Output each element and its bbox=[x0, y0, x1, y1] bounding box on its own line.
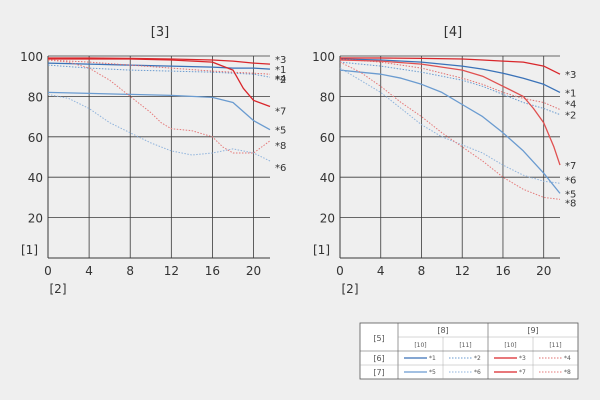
y-tick-label: 80 bbox=[320, 90, 335, 104]
series-line-s8 bbox=[47, 59, 271, 154]
x-tick-label: 16 bbox=[495, 264, 510, 278]
y-tick-label: 60 bbox=[320, 131, 335, 145]
legend-subheader: [10] bbox=[504, 342, 516, 349]
series-line-s7 bbox=[339, 59, 561, 166]
series-end-label: *2 bbox=[275, 75, 286, 86]
legend-item-label: *8 bbox=[564, 369, 571, 376]
series-end-label: *1 bbox=[275, 65, 286, 76]
y-tick-label: 100 bbox=[20, 50, 43, 64]
series-line-s4 bbox=[339, 58, 561, 110]
y-tick-label: 60 bbox=[28, 131, 43, 145]
series-end-label: *2 bbox=[565, 111, 576, 122]
legend-corner-label: [5] bbox=[373, 334, 384, 343]
series-end-label: *5 bbox=[565, 189, 576, 200]
x-tick-label: 16 bbox=[205, 264, 220, 278]
y-axis-label: [1] bbox=[21, 243, 38, 257]
y-tick-label: 20 bbox=[28, 212, 43, 226]
series-line-s4 bbox=[47, 59, 271, 75]
legend-subheader: [10] bbox=[414, 342, 426, 349]
series-line-s8 bbox=[339, 61, 561, 200]
series-line-s5 bbox=[339, 69, 561, 194]
legend-item-label: *3 bbox=[519, 355, 526, 362]
series-end-label: *1 bbox=[565, 88, 576, 99]
x-axis-label: [2] bbox=[342, 282, 359, 296]
series-end-label: *8 bbox=[565, 198, 576, 209]
x-tick-label: 20 bbox=[246, 264, 261, 278]
series-line-s3 bbox=[340, 57, 561, 75]
panel-title: [4] bbox=[444, 25, 462, 40]
x-tick-label: 12 bbox=[455, 264, 470, 278]
y-tick-label: 100 bbox=[312, 50, 335, 64]
series-line-s1 bbox=[47, 62, 271, 70]
y-tick-label: 80 bbox=[28, 90, 43, 104]
x-axis-label: [2] bbox=[50, 282, 67, 296]
legend-item-label: *2 bbox=[474, 355, 481, 362]
legend-subheader: [11] bbox=[459, 342, 471, 349]
x-tick-label: 20 bbox=[536, 264, 551, 278]
legend-item-label: *5 bbox=[429, 369, 436, 376]
legend-row-label: [7] bbox=[373, 368, 384, 377]
y-tick-label: 40 bbox=[28, 171, 43, 185]
series-line-s6 bbox=[339, 67, 561, 184]
series-end-label: *6 bbox=[565, 175, 576, 186]
series-line-s2 bbox=[339, 61, 561, 116]
legend-row-label: [6] bbox=[373, 354, 384, 363]
legend-group-header: [9] bbox=[527, 326, 538, 335]
legend-group-header: [8] bbox=[437, 326, 448, 335]
series-end-label: *8 bbox=[275, 141, 286, 152]
series-end-label: *3 bbox=[275, 55, 286, 66]
series-line-s2 bbox=[47, 64, 271, 78]
series-line-s6 bbox=[47, 93, 271, 162]
series-line-s3 bbox=[48, 57, 271, 65]
series-line-s5 bbox=[47, 91, 271, 131]
series-line-s7 bbox=[48, 58, 271, 108]
legend-item-label: *6 bbox=[474, 369, 481, 376]
y-tick-label: 40 bbox=[320, 171, 335, 185]
series-end-label: *7 bbox=[275, 107, 286, 118]
series-line-s1 bbox=[339, 58, 561, 93]
x-tick-label: 4 bbox=[85, 264, 93, 278]
series-end-label: *6 bbox=[275, 163, 286, 174]
series-end-label: *3 bbox=[565, 70, 576, 81]
legend-item-label: *7 bbox=[519, 369, 526, 376]
series-end-label: *7 bbox=[565, 161, 576, 172]
x-tick-label: 0 bbox=[336, 264, 344, 278]
chart-panel-1: [3] 20 40 60 80 100 0 4 8 12 16 20 [1] [2] *1*2 *3 *4 *5 *… bbox=[20, 25, 286, 296]
y-tick-label: 20 bbox=[320, 212, 335, 226]
x-tick-label: 8 bbox=[126, 264, 134, 278]
x-tick-label: 4 bbox=[377, 264, 385, 278]
legend-item-label: *1 bbox=[429, 355, 436, 362]
x-tick-label: 0 bbox=[44, 264, 52, 278]
panel-title: [3] bbox=[151, 25, 169, 40]
legend-table: [5] [8] [9] [10] [11] [10] [11] [6] *1 *2 *3 *4 [7] *… bbox=[359, 322, 579, 380]
legend-item-label: *4 bbox=[564, 355, 571, 362]
x-tick-label: 8 bbox=[418, 264, 426, 278]
series-end-label: *4 bbox=[275, 74, 286, 85]
series-end-label: *5 bbox=[275, 126, 286, 137]
x-tick-label: 12 bbox=[164, 264, 179, 278]
y-axis-label: [1] bbox=[313, 243, 330, 257]
legend-subheader: [11] bbox=[549, 342, 561, 349]
series-end-label: *4 bbox=[565, 100, 576, 111]
